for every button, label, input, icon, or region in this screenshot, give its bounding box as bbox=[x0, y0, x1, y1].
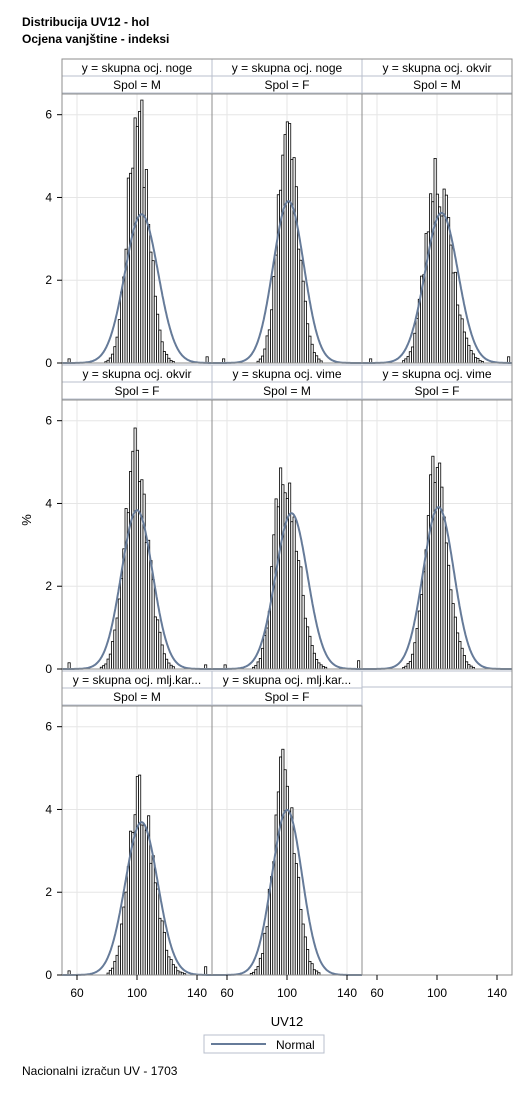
x-axis-label: UV12 bbox=[271, 1014, 304, 1029]
empty-panel bbox=[361, 670, 513, 688]
histogram-panel: y = skupna ocj. vime Spol = M bbox=[211, 364, 363, 670]
chart-title: Distribucija UV12 - hol bbox=[22, 15, 150, 29]
panel-header-label: y = skupna ocj. noge bbox=[82, 61, 193, 75]
histogram-bar bbox=[357, 660, 361, 670]
normal-curve bbox=[62, 509, 212, 670]
panel-subheader-box bbox=[211, 687, 363, 706]
panel-subheader-label: Spol = F bbox=[414, 384, 459, 398]
panel-subheader-label: Spol = M bbox=[263, 384, 311, 398]
legend: Normal bbox=[203, 1034, 325, 1054]
x-tick-label: 140 bbox=[337, 986, 357, 1000]
x-tick-label: 100 bbox=[277, 986, 297, 1000]
y-tick-label: 6 bbox=[45, 720, 52, 734]
y-tick-label: 0 bbox=[45, 662, 52, 676]
panel-header-label: y = skupna ocj. vime bbox=[232, 367, 341, 381]
histogram-panel: y = skupna ocj. okvir Spol = M bbox=[361, 58, 513, 364]
y-tick-label: 0 bbox=[45, 356, 52, 370]
x-tick-label: 100 bbox=[427, 986, 447, 1000]
y-tick-label: 4 bbox=[45, 496, 52, 510]
panel-header-label: y = skupna ocj. okvir bbox=[82, 367, 191, 381]
histogram-panel: y = skupna ocj. okvir Spol = F bbox=[61, 364, 213, 670]
y-tick-label: 2 bbox=[45, 273, 52, 287]
panel-subheader-label: Spol = M bbox=[413, 78, 461, 92]
y-tick-label: 4 bbox=[45, 190, 52, 204]
panel-header-label: y = skupna ocj. mlj.kar... bbox=[73, 673, 201, 687]
panel-header-label: y = skupna ocj. okvir bbox=[382, 61, 491, 75]
x-tick-label: 60 bbox=[70, 986, 84, 1000]
panel-subheader-label: Spol = M bbox=[113, 78, 161, 92]
panel-subheader-label: Spol = M bbox=[113, 690, 161, 704]
normal-curve bbox=[62, 213, 212, 364]
histogram-panel: y = skupna ocj. mlj.kar... Spol = F bbox=[211, 670, 363, 976]
y-tick-label: 6 bbox=[45, 108, 52, 122]
normal-curve bbox=[212, 200, 362, 364]
normal-curve bbox=[62, 821, 212, 976]
histogram-panel: y = skupna ocj. noge Spol = F bbox=[211, 58, 363, 364]
y-tick-label: 4 bbox=[45, 802, 52, 816]
panel-header-label: y = skupna ocj. vime bbox=[382, 367, 491, 381]
empty-panel-header bbox=[361, 670, 513, 688]
normal-curve bbox=[362, 506, 512, 670]
x-tick-label: 60 bbox=[370, 986, 384, 1000]
panel-header-label: y = skupna ocj. noge bbox=[232, 61, 343, 75]
panel-subheader-label: Spol = F bbox=[114, 384, 159, 398]
histogram-panel: y = skupna ocj. mlj.kar... Spol = M bbox=[61, 670, 213, 976]
panel-subheader-label: Spol = F bbox=[264, 690, 309, 704]
histogram-bar bbox=[204, 966, 208, 976]
panel-header-label: y = skupna ocj. mlj.kar... bbox=[223, 673, 351, 687]
footnote: Nacionalni izračun UV - 1703 bbox=[22, 1064, 178, 1078]
y-tick-label: 0 bbox=[45, 968, 52, 982]
x-tick-label: 60 bbox=[220, 986, 234, 1000]
legend-label: Normal bbox=[276, 1038, 315, 1052]
chart-subtitle: Ocjena vanjštine - indeksi bbox=[22, 32, 170, 46]
histogram-panel: y = skupna ocj. noge Spol = M bbox=[61, 58, 213, 364]
y-tick-label: 6 bbox=[45, 414, 52, 428]
panel-subheader-label: Spol = F bbox=[264, 78, 309, 92]
x-tick-label: 140 bbox=[487, 986, 507, 1000]
normal-curve bbox=[362, 211, 512, 364]
x-tick-label: 100 bbox=[127, 986, 147, 1000]
y-tick-label: 2 bbox=[45, 579, 52, 593]
x-tick-label: 140 bbox=[187, 986, 207, 1000]
y-axis-label: % bbox=[19, 514, 34, 526]
histogram-panel: y = skupna ocj. vime Spol = F bbox=[361, 364, 513, 670]
normal-curve bbox=[212, 808, 362, 976]
y-tick-label: 2 bbox=[45, 885, 52, 899]
